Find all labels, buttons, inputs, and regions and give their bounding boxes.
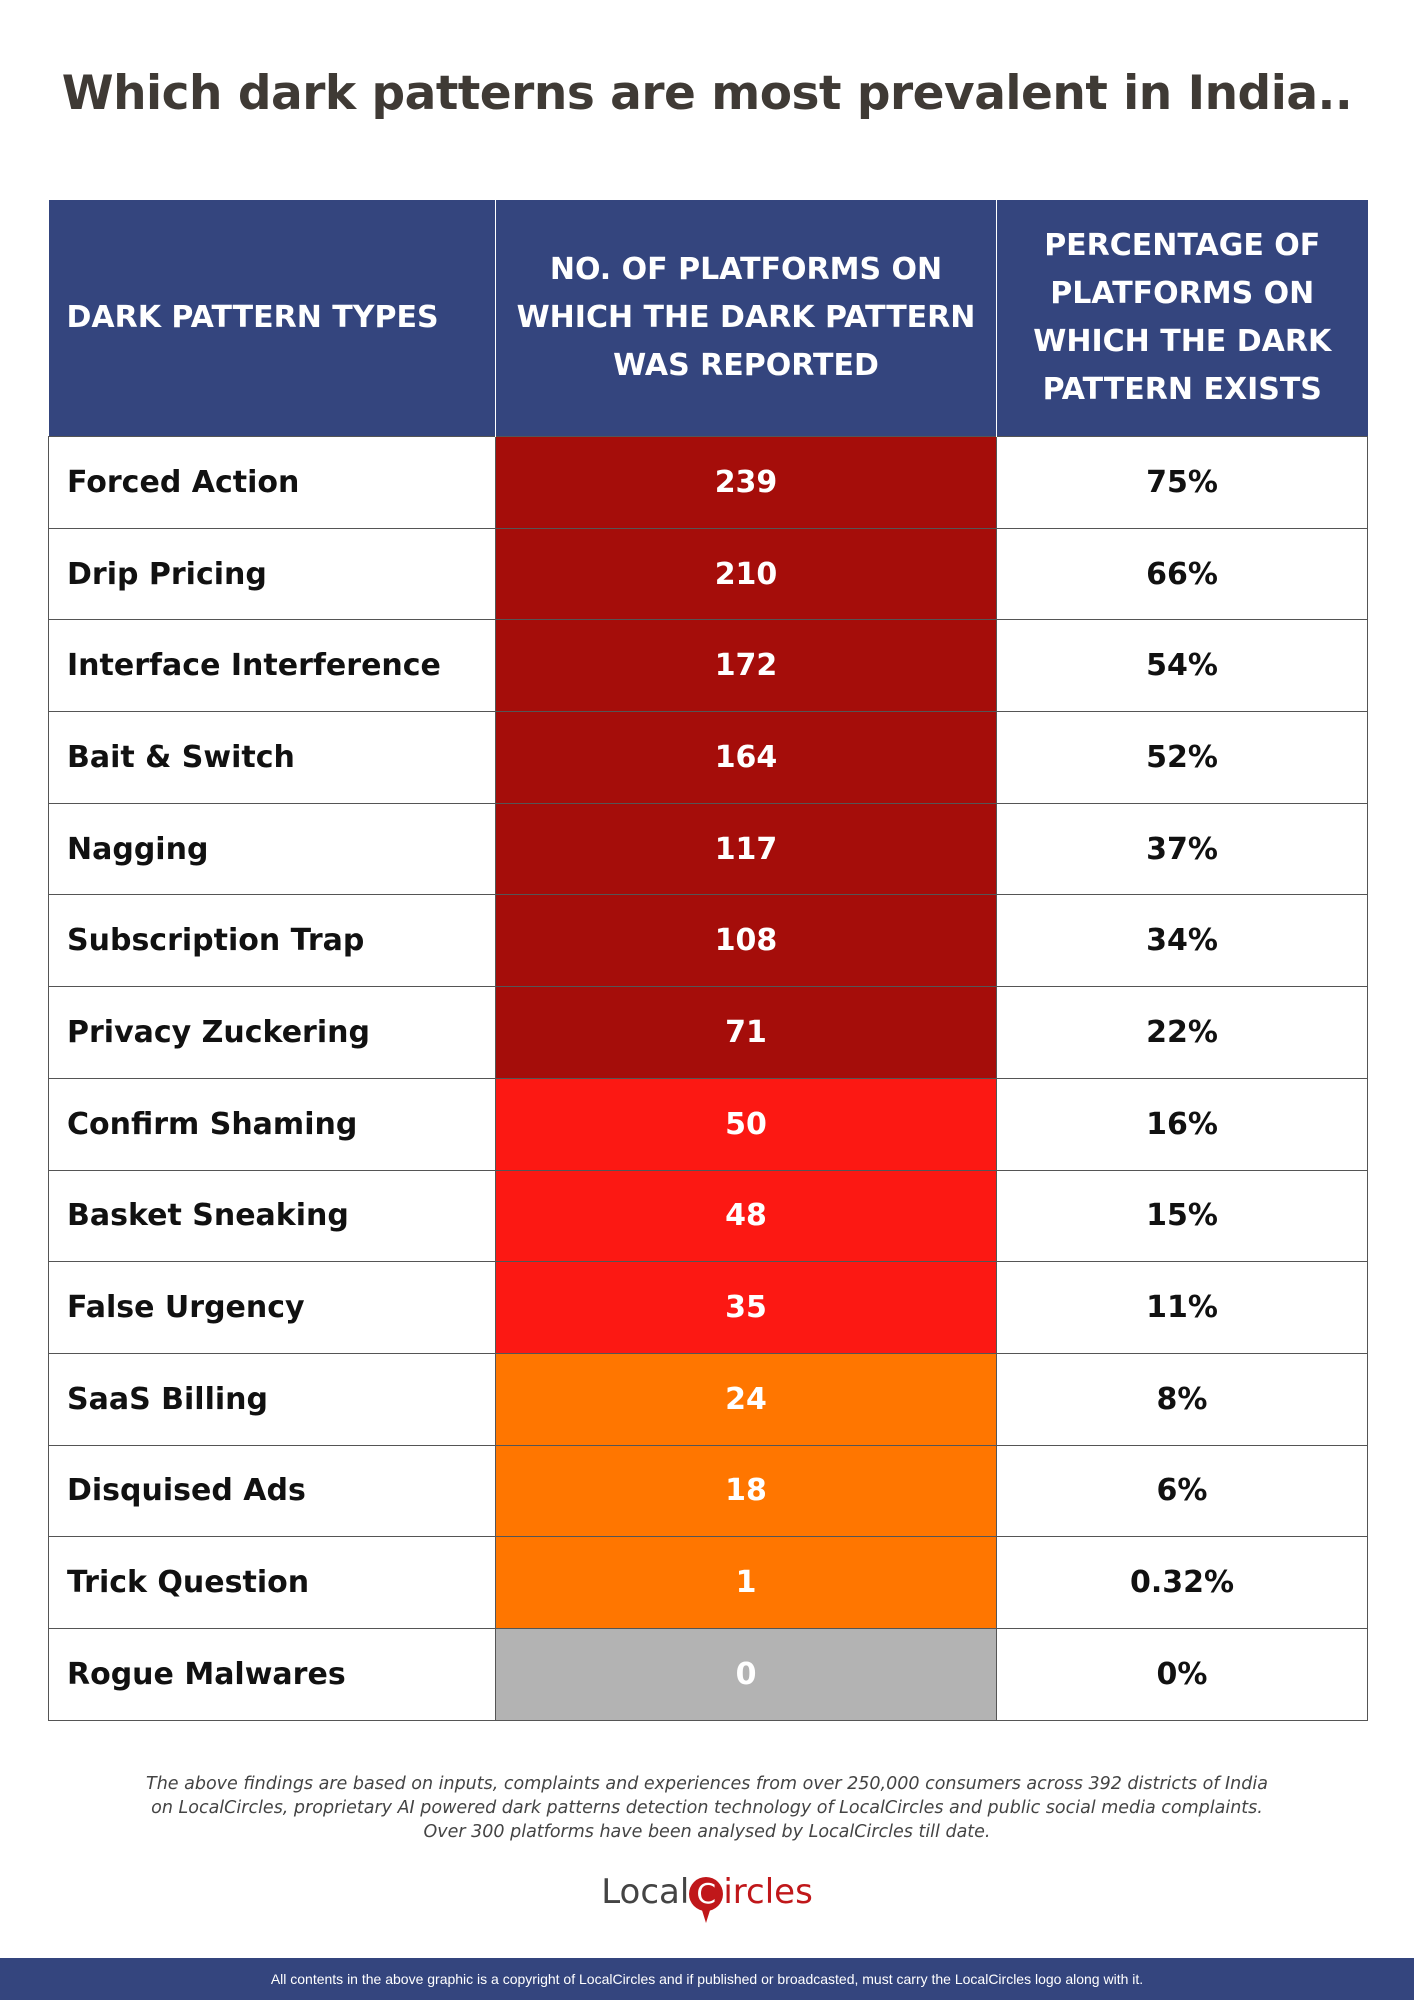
logo-text-circles: ircles xyxy=(723,1872,813,1912)
platform-percentage: 16% xyxy=(996,1077,1368,1171)
footnote: The above findings are based on inputs, … xyxy=(0,1772,1414,1844)
table-row: Trick Question 1 0.32% xyxy=(48,1536,1368,1629)
table-row: Confirm Shaming 50 16% xyxy=(48,1077,1368,1171)
table-row: Basket Sneaking 48 15% xyxy=(48,1169,1368,1263)
platform-count: 117 xyxy=(495,802,997,896)
platform-count: 1 xyxy=(495,1536,997,1629)
platform-count: 164 xyxy=(495,711,997,804)
header-percentage: PERCENTAGE OF PLATFORMS ON WHICH THE DAR… xyxy=(996,200,1368,437)
platform-percentage: 0.32% xyxy=(996,1536,1368,1629)
platform-percentage: 22% xyxy=(996,986,1368,1079)
platform-percentage: 34% xyxy=(996,894,1368,988)
platform-count: 239 xyxy=(495,436,997,529)
logo-pin-icon: C xyxy=(689,1876,724,1923)
footnote-line: on LocalCircles, proprietary AI powered … xyxy=(151,1798,1263,1818)
copyright-footer: All contents in the above graphic is a c… xyxy=(0,1958,1414,2000)
pattern-type: Forced Action xyxy=(48,436,496,529)
pattern-type: False Urgency xyxy=(48,1261,496,1354)
header-platform-count: NO. OF PLATFORMS ON WHICH THE DARK PATTE… xyxy=(495,200,997,437)
platform-count: 0 xyxy=(495,1627,997,1721)
platform-count: 48 xyxy=(495,1169,997,1263)
table-row: Interface Interference 172 54% xyxy=(48,619,1368,713)
footnote-line: Over 300 platforms have been analysed by… xyxy=(423,1822,991,1842)
pattern-type: Rogue Malwares xyxy=(48,1627,496,1721)
platform-count: 50 xyxy=(495,1077,997,1171)
platform-percentage: 6% xyxy=(996,1444,1368,1538)
footnote-line: The above findings are based on inputs, … xyxy=(146,1774,1268,1794)
table-row: Forced Action 239 75% xyxy=(48,436,1368,529)
platform-count: 172 xyxy=(495,619,997,713)
pattern-type: Subscription Trap xyxy=(48,894,496,988)
pattern-type: SaaS Billing xyxy=(48,1352,496,1446)
platform-count: 71 xyxy=(495,986,997,1079)
pattern-type: Disquised Ads xyxy=(48,1444,496,1538)
pattern-type: Privacy Zuckering xyxy=(48,986,496,1079)
table-row: Drip Pricing 210 66% xyxy=(48,527,1368,621)
table-row: SaaS Billing 24 8% xyxy=(48,1352,1368,1446)
table-header-row: DARK PATTERN TYPES NO. OF PLATFORMS ON W… xyxy=(48,200,1368,437)
pattern-type: Interface Interference xyxy=(48,619,496,713)
pattern-type: Bait & Switch xyxy=(48,711,496,804)
header-dark-pattern-types: DARK PATTERN TYPES xyxy=(48,200,496,437)
platform-percentage: 66% xyxy=(996,527,1368,621)
platform-percentage: 11% xyxy=(996,1261,1368,1354)
platform-count: 108 xyxy=(495,894,997,988)
platform-count: 210 xyxy=(495,527,997,621)
platform-percentage: 37% xyxy=(996,802,1368,896)
platform-percentage: 75% xyxy=(996,436,1368,529)
pattern-type: Drip Pricing xyxy=(48,527,496,621)
platform-percentage: 8% xyxy=(996,1352,1368,1446)
pattern-type: Trick Question xyxy=(48,1536,496,1629)
platform-percentage: 52% xyxy=(996,711,1368,804)
platform-count: 18 xyxy=(495,1444,997,1538)
dark-patterns-table: DARK PATTERN TYPES NO. OF PLATFORMS ON W… xyxy=(48,200,1368,1721)
table-row: Privacy Zuckering 71 22% xyxy=(48,986,1368,1079)
platform-percentage: 15% xyxy=(996,1169,1368,1263)
platform-count: 24 xyxy=(495,1352,997,1446)
table-row: Rogue Malwares 0 0% xyxy=(48,1627,1368,1721)
pattern-type: Basket Sneaking xyxy=(48,1169,496,1263)
table-row: Subscription Trap 108 34% xyxy=(48,894,1368,988)
table-row: Bait & Switch 164 52% xyxy=(48,711,1368,804)
platform-count: 35 xyxy=(495,1261,997,1354)
pattern-type: Confirm Shaming xyxy=(48,1077,496,1171)
platform-percentage: 54% xyxy=(996,619,1368,713)
platform-percentage: 0% xyxy=(996,1627,1368,1721)
table-row: Disquised Ads 18 6% xyxy=(48,1444,1368,1538)
table-row: Nagging 117 37% xyxy=(48,802,1368,896)
page-title: Which dark patterns are most prevalent i… xyxy=(61,66,1353,121)
logo-text-local: Local xyxy=(601,1872,690,1912)
pattern-type: Nagging xyxy=(48,802,496,896)
table-row: False Urgency 35 11% xyxy=(48,1261,1368,1354)
